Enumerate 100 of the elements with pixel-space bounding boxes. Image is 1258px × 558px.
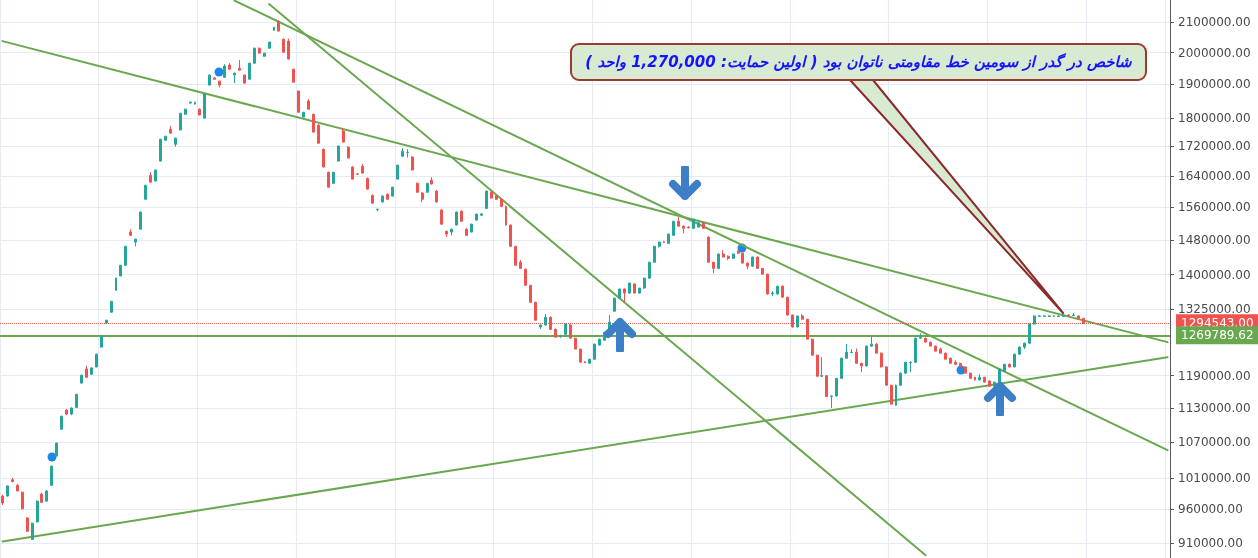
candlestick — [1033, 314, 1036, 326]
candlestick — [198, 107, 201, 116]
candlestick — [682, 224, 685, 234]
candlestick — [983, 376, 986, 384]
candlestick — [766, 273, 769, 295]
candlestick — [85, 365, 88, 379]
candlestick — [978, 373, 981, 381]
y-tick-label: 910000.00 — [1178, 535, 1243, 550]
candlestick — [70, 406, 73, 416]
candlestick — [924, 337, 927, 343]
y-tick-label: 1900000.00 — [1178, 77, 1251, 92]
candlestick — [396, 164, 399, 180]
candlestick — [445, 230, 448, 238]
candlestick — [781, 284, 784, 298]
candlestick — [411, 155, 414, 171]
candlestick — [110, 300, 113, 314]
y-tick-label: 1070000.00 — [1178, 434, 1251, 449]
candlestick — [450, 228, 453, 236]
candlestick — [653, 245, 656, 264]
y-tick-label: 1480000.00 — [1178, 232, 1251, 247]
candlestick — [139, 211, 142, 231]
candlestick — [440, 208, 443, 226]
candlestick — [406, 148, 409, 158]
candlestick — [500, 197, 503, 207]
candlestick — [381, 194, 384, 203]
candlestick — [588, 358, 591, 365]
candlestick — [707, 236, 710, 263]
candlestick — [885, 365, 888, 386]
candlestick — [179, 112, 182, 131]
candlestick — [465, 227, 468, 237]
candlestick — [100, 335, 103, 349]
candlestick — [801, 313, 804, 320]
candlestick — [564, 323, 567, 336]
candlestick — [322, 148, 325, 168]
candlestick — [648, 261, 651, 280]
candlestick — [756, 256, 759, 269]
y-tick-label: 1010000.00 — [1178, 470, 1251, 485]
candlestick — [159, 138, 162, 162]
candlestick — [401, 147, 404, 158]
candlestick — [712, 261, 715, 274]
candlestick — [55, 442, 58, 458]
candlestick — [643, 277, 646, 290]
candlestick — [741, 252, 744, 265]
candlestick — [327, 171, 330, 189]
candlestick — [174, 137, 177, 148]
candlestick — [426, 182, 429, 194]
candlestick — [268, 41, 271, 49]
candlestick — [184, 108, 187, 116]
candlestick — [90, 366, 93, 376]
candlestick — [50, 465, 53, 487]
candlestick — [929, 341, 932, 347]
candlestick — [613, 297, 616, 313]
candlestick — [134, 238, 137, 247]
candlestick — [386, 192, 389, 200]
candlestick — [672, 220, 675, 237]
candlestick — [282, 38, 285, 54]
y-tick-label: 960000.00 — [1178, 502, 1243, 517]
candlestick — [840, 357, 843, 380]
candlestick — [559, 334, 562, 339]
candlestick — [677, 216, 680, 227]
candlestick — [727, 254, 730, 261]
candlestick — [539, 324, 542, 330]
candlestick — [835, 377, 838, 397]
candlestick — [297, 90, 300, 114]
candlestick — [337, 145, 340, 162]
candlestick — [544, 313, 547, 327]
candlestick — [761, 267, 764, 276]
candlestick — [228, 62, 231, 71]
candlestick — [430, 176, 433, 185]
y-tick-label: 2100000.00 — [1178, 15, 1251, 30]
candlestick — [904, 361, 907, 375]
candlestick — [816, 354, 819, 377]
candlestick — [702, 222, 705, 229]
candlestick — [697, 220, 700, 228]
candlestick — [628, 282, 631, 295]
candlestick — [470, 223, 473, 233]
candlestick — [687, 225, 690, 229]
candlestick — [954, 359, 957, 365]
candlestick — [811, 338, 814, 356]
candlestick — [243, 74, 246, 84]
candlestick — [144, 184, 147, 201]
candlestick — [376, 208, 379, 212]
candlestick — [899, 372, 902, 387]
candlestick — [870, 334, 873, 348]
candlestick — [820, 356, 823, 378]
candlestick — [1062, 314, 1065, 318]
candlestick — [332, 171, 335, 185]
y-tick-label: 1130000.00 — [1178, 400, 1251, 415]
candlestick — [11, 477, 14, 483]
candlestick — [855, 348, 858, 364]
candlestick — [105, 319, 108, 325]
candlestick — [574, 337, 577, 350]
candlestick — [124, 245, 127, 267]
candlestick — [1023, 342, 1026, 350]
candlestick — [786, 296, 789, 316]
candlestick — [45, 489, 48, 503]
candlestick — [366, 177, 369, 190]
candlestick — [949, 357, 952, 364]
candlestick — [208, 74, 211, 86]
y-tick-label: 1720000.00 — [1178, 139, 1251, 154]
